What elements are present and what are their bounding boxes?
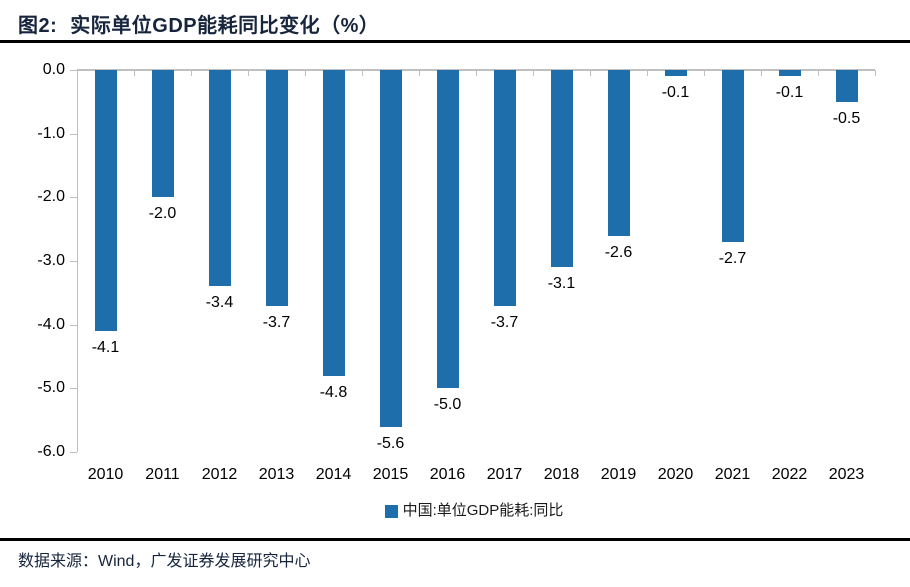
bar: [151, 70, 174, 197]
x-axis-tick: [761, 70, 762, 76]
bar-chart: 0.0 -1.0 -2.0 -3.0 -4.0 -5.0 -6.0 -4.1 2010 -2.0 2…: [37, 61, 876, 483]
legend-swatch: [384, 504, 398, 518]
y-axis-label: -2.0: [37, 188, 65, 205]
x-axis-tick: [590, 70, 591, 76]
y-axis-tick: [70, 197, 77, 198]
bar: [607, 70, 630, 236]
bar-value-label: -3.4: [205, 294, 234, 311]
bar: [835, 70, 858, 102]
bar: [664, 70, 687, 76]
bar: [550, 70, 573, 267]
bar-value-label: -0.5: [832, 110, 861, 127]
figure-title: 图2: 实际单位GDP能耗同比变化（%）: [18, 9, 379, 38]
x-axis-tick: [704, 70, 705, 76]
bar-value-label: -4.1: [91, 339, 120, 356]
x-axis-label: 2011: [145, 466, 180, 483]
x-axis-tick: [533, 70, 534, 76]
bar: [94, 70, 117, 331]
data-source: 数据来源：Wind，广发证券发展研究中心: [18, 553, 311, 570]
x-axis-label: 2012: [201, 466, 238, 483]
bar-value-label: -5.0: [433, 396, 462, 413]
y-axis-label: -1.0: [37, 125, 65, 142]
y-axis-tick: [70, 134, 77, 135]
x-axis-label: 2019: [600, 466, 637, 483]
x-axis-tick: [476, 70, 477, 76]
y-axis-tick: [70, 70, 77, 71]
bar: [493, 70, 516, 306]
x-axis-tick: [305, 70, 306, 76]
x-axis-tick: [191, 70, 192, 76]
bar: [265, 70, 288, 306]
x-axis-tick: [362, 70, 363, 76]
bar: [379, 70, 402, 427]
bar-value-label: -0.1: [775, 84, 804, 101]
bar: [436, 70, 459, 388]
bar-value-label: -2.6: [604, 244, 633, 261]
y-axis-tick: [70, 325, 77, 326]
x-axis-tick: [818, 70, 819, 76]
x-axis-tick: [134, 70, 135, 76]
x-axis-label: 2023: [828, 466, 865, 483]
x-axis-tick: [647, 70, 648, 76]
x-axis-tick: [875, 70, 876, 76]
y-axis-tick: [70, 452, 77, 453]
y-axis-tick: [70, 261, 77, 262]
legend-label: 中国:单位GDP能耗:同比: [402, 502, 564, 519]
bar-value-label: -2.7: [718, 250, 747, 267]
y-axis-label: -3.0: [37, 252, 65, 269]
bar-value-label: -0.1: [661, 84, 690, 101]
x-axis-label: 2021: [714, 466, 751, 483]
bar: [778, 70, 801, 76]
bar: [721, 70, 744, 242]
y-axis-label: -6.0: [37, 443, 65, 460]
x-axis-label: 2020: [657, 466, 694, 483]
bar-value-label: -4.8: [319, 384, 348, 401]
bar-value-label: -2.0: [148, 205, 177, 222]
x-axis-label: 2013: [258, 466, 295, 483]
figure-number: 图2:: [18, 15, 58, 37]
x-axis-label: 2014: [315, 466, 352, 483]
bar-value-label: -3.1: [547, 275, 576, 292]
figure-title-text: 实际单位GDP能耗同比变化（%）: [70, 15, 380, 37]
y-axis-label: -5.0: [37, 379, 65, 396]
bar: [208, 70, 231, 286]
x-axis-label: 2018: [543, 466, 580, 483]
bar-value-label: -5.6: [376, 435, 405, 452]
x-axis-label: 2010: [87, 466, 124, 483]
y-axis-tick: [70, 388, 77, 389]
title-divider: [0, 40, 910, 43]
legend: 中国:单位GDP能耗:同比: [75, 503, 873, 519]
bar-value-label: -3.7: [490, 314, 519, 331]
x-axis-label: 2015: [372, 466, 409, 483]
y-axis-label: -4.0: [37, 316, 65, 333]
x-axis-label: 2022: [771, 466, 808, 483]
y-axis-line: [77, 70, 78, 452]
x-axis-tick: [419, 70, 420, 76]
bar-value-label: -3.7: [262, 314, 291, 331]
bar: [322, 70, 345, 376]
footer-divider: [0, 538, 910, 541]
x-axis-label: 2017: [486, 466, 523, 483]
x-axis-label: 2016: [429, 466, 466, 483]
x-axis-tick: [248, 70, 249, 76]
y-axis-label: 0.0: [42, 61, 65, 78]
